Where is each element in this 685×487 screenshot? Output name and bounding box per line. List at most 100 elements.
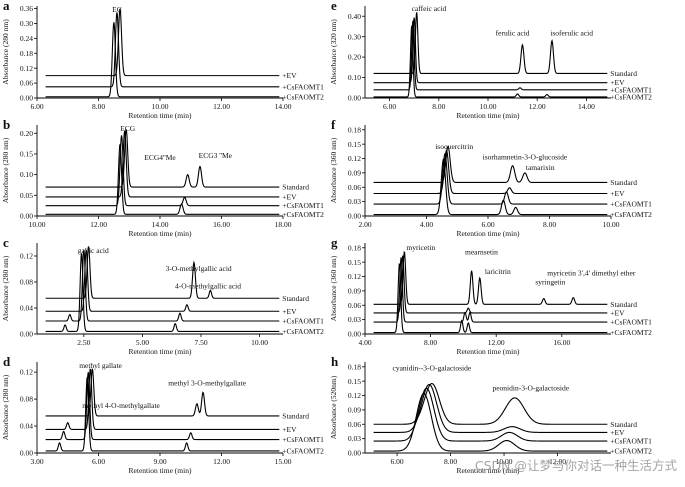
- y-axis-label: Absorbance (320 nm): [329, 19, 338, 85]
- peak-annotation: laricitrin: [485, 267, 511, 276]
- y-tick-label: 0.18: [20, 49, 33, 58]
- y-axis-label: Absorbance (280 nm): [1, 255, 10, 321]
- peak-annotation: methyl 3-O-methylgallate: [168, 379, 246, 388]
- series-label: +EV: [282, 192, 297, 201]
- x-tick-label: 8.00: [432, 102, 445, 111]
- y-tick-label: 0.00: [348, 94, 361, 103]
- x-tick-label: 6.00: [30, 102, 43, 111]
- x-axis-label: Retention time (min): [457, 229, 520, 238]
- x-tick-label: 12.00: [549, 457, 566, 466]
- x-tick-label: 6.00: [383, 102, 396, 111]
- x-tick-label: 10.00: [29, 220, 46, 229]
- trace-csfaomt1: [373, 152, 608, 205]
- y-tick-label: 0.10: [348, 73, 361, 82]
- x-tick-label: 6.00: [391, 457, 404, 466]
- panel-letter: d: [3, 354, 11, 369]
- trace-standard: [45, 129, 280, 188]
- x-tick-label: 6.00: [92, 457, 105, 466]
- x-tick-label: 10.00: [603, 220, 620, 229]
- y-axis-label: Absorbance (520nm): [329, 375, 338, 439]
- trace-csfaomt1: [373, 19, 608, 91]
- series-label: Standard: [282, 411, 309, 420]
- trace-csfaomt2: [373, 393, 608, 452]
- peak-annotation: ECG3 ''Me: [199, 151, 233, 160]
- x-tick-label: 10.00: [496, 457, 513, 466]
- panel-a: a 0.00 0.06 0.12 0.18 0.24 0.30 0.36 6.00 8.00 10.…: [1, 0, 324, 120]
- peak-annotation: cyanidin--3-O-galactoside: [392, 364, 471, 373]
- panel-letter: f: [331, 117, 336, 132]
- peak-annotation: methyl gallate: [79, 361, 122, 370]
- x-axis-label: Retention time (min): [457, 347, 520, 356]
- y-tick-label: 0.20: [20, 129, 33, 138]
- trace-csfaomt2: [45, 375, 280, 452]
- y-axis-label: Absorbance (280 nm): [1, 374, 10, 440]
- x-tick-label: 12.00: [213, 457, 230, 466]
- series-label: +CsFAOMT2: [282, 446, 324, 455]
- trace-csfaomt2: [45, 22, 280, 98]
- y-axis-label: Absorbance (280 nm): [1, 137, 10, 203]
- peak-annotation: isoferulic acid: [550, 29, 593, 38]
- series-label: Standard: [282, 294, 309, 303]
- series-label: +CsFAOMT1: [282, 317, 324, 326]
- y-tick-label: 0.12: [20, 368, 33, 377]
- y-tick-label: 0.05: [20, 191, 33, 200]
- x-tick-label: 5.00: [136, 338, 149, 347]
- series-label: +CsFAOMT1: [282, 82, 324, 91]
- series-label: +CsFAOMT2: [610, 210, 652, 219]
- y-tick-label: 0.15: [20, 150, 33, 159]
- y-tick-label: 0.15: [348, 140, 361, 149]
- peak-annotation: isoquercitrin: [435, 142, 473, 151]
- y-tick-label: 0.09: [348, 168, 361, 177]
- trace-ev: [373, 255, 608, 314]
- peak-annotation: mearnsetin: [465, 247, 498, 256]
- series-label: Standard: [610, 300, 637, 309]
- panel-b: b 0.00 0.05 0.10 0.15 0.20 10.00 12.00 14.00 16.0…: [1, 117, 324, 238]
- trace-csfaomt1: [45, 135, 280, 207]
- y-tick-label: 0.10: [20, 170, 33, 179]
- trace-standard: [373, 383, 608, 425]
- series-label: +CsFAOMT1: [282, 201, 324, 210]
- panel-c: c 0.00 0.04 0.08 0.12 2.50 5.00 7.50 10.00 Retent…: [1, 235, 324, 356]
- x-tick-label: 9.00: [153, 457, 166, 466]
- panel-letter: e: [331, 0, 337, 13]
- trace-standard: [373, 12, 608, 75]
- y-tick-label: 0.09: [348, 286, 361, 295]
- x-axis-label: Retention time (min): [129, 229, 192, 238]
- x-tick-label: 12.00: [90, 220, 107, 229]
- trace-csfaomt2: [45, 253, 280, 332]
- y-tick-label: 0.00: [348, 449, 361, 458]
- x-tick-label: 10.00: [152, 102, 169, 111]
- x-tick-label: 12.00: [488, 338, 505, 347]
- peak-annotation: tamarixin: [526, 163, 555, 172]
- peak-annotation: ECG: [120, 124, 136, 133]
- peak-annotation: ECG4''Me: [144, 153, 176, 162]
- trace-standard: [45, 246, 280, 299]
- series-label: Standard: [610, 420, 637, 429]
- y-tick-label: 0.03: [348, 434, 361, 443]
- x-tick-label: 16.00: [553, 338, 570, 347]
- series-label: +CsFAOMT2: [610, 328, 652, 337]
- x-tick-label: 18.00: [275, 220, 292, 229]
- series-label: +CsFAOMT1: [610, 85, 652, 94]
- x-tick-label: 8.00: [444, 457, 457, 466]
- y-tick-label: 0.36: [20, 4, 33, 13]
- x-tick-label: 8.00: [424, 338, 437, 347]
- trace-csfaomt2: [373, 263, 608, 334]
- trace-csfaomt2: [373, 25, 608, 98]
- y-tick-label: 0.12: [20, 64, 33, 73]
- x-tick-label: 8.00: [543, 220, 556, 229]
- y-tick-label: 0.18: [348, 362, 361, 371]
- y-tick-label: 0.08: [20, 278, 33, 287]
- y-tick-label: 0.03: [348, 197, 361, 206]
- panel-f: f 0.00 0.03 0.06 0.09 0.12 0.15 0.18 2.00 4.00 6.0…: [329, 117, 652, 238]
- trace-standard: [373, 250, 608, 305]
- y-tick-label: 0.03: [348, 315, 361, 324]
- y-axis-label: Absorbance (360 nm): [329, 137, 338, 203]
- trace-ev: [373, 149, 608, 195]
- y-tick-label: 0.06: [20, 79, 33, 88]
- series-label: +CsFAOMT1: [610, 200, 652, 209]
- y-tick-label: 0.12: [348, 154, 361, 163]
- y-tick-label: 0.18: [348, 125, 361, 134]
- panel-h: h 0.00 0.03 0.06 0.09 0.12 0.15 0.18 6.00 8.00 10.…: [329, 354, 652, 475]
